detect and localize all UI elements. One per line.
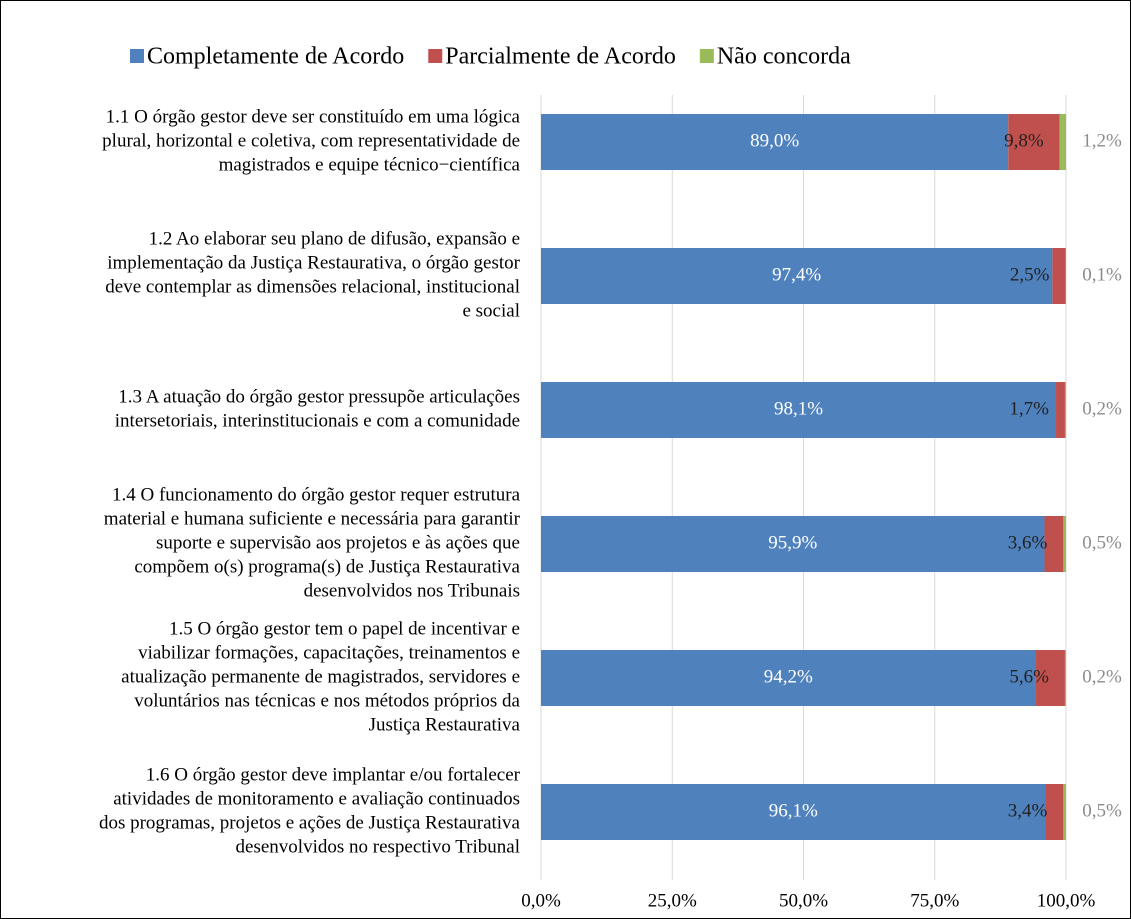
bar-segment (1044, 516, 1064, 572)
value-label: 89,0% (750, 130, 799, 151)
value-label: 1,2% (1082, 130, 1122, 151)
bar-segment (541, 650, 1036, 706)
bar-segment (1064, 382, 1066, 438)
value-label: 95,9% (768, 532, 817, 553)
category-label: material e humana suficiente e necessári… (104, 508, 521, 529)
bar-segment (1059, 114, 1066, 170)
category-label: 1.5 O órgão gestor tem o papel de incent… (169, 618, 520, 639)
category-label: implementação da Justiça Restaurativa, o… (107, 252, 520, 273)
category-label: 1.4 O funcionamento do órgão gestor requ… (112, 484, 521, 505)
x-tick-label: 75,0% (910, 890, 959, 911)
bar-segment (541, 248, 1053, 304)
category-label: compõem o(s) programa(s) de Justiça Rest… (134, 556, 520, 577)
value-label: 0,2% (1082, 666, 1122, 687)
value-label: 94,2% (764, 666, 813, 687)
bar-segment (1035, 650, 1065, 706)
category-label: desenvolvidos nos Tribunais (304, 580, 520, 601)
x-tick-label: 100,0% (1037, 890, 1096, 911)
category-label: deve contemplar as dimensões relacional,… (105, 276, 520, 297)
category-label: Justiça Restaurativa (369, 714, 521, 735)
value-label: 3,6% (1008, 532, 1048, 553)
bar-segment (541, 784, 1046, 840)
bar-segment (1056, 382, 1065, 438)
legend-label: Não concorda (717, 44, 851, 70)
category-label: 1.3 A atuação do órgão gestor pressupõe … (118, 386, 520, 407)
legend-swatch (699, 49, 714, 63)
value-label: 0,1% (1082, 264, 1122, 285)
value-label: 2,5% (1010, 264, 1050, 285)
value-label: 1,7% (1009, 398, 1049, 419)
bar-segment (1052, 248, 1066, 304)
bar-segment (1065, 248, 1066, 304)
category-label: magistrados e equipe técnico−científica (219, 154, 521, 175)
category-label: intersetoriais, interinstitucionais e co… (115, 410, 520, 431)
category-label: 1.6 O órgão gestor deve implantar e/ou f… (146, 764, 521, 785)
bar-segment (1063, 516, 1066, 572)
legend-swatch (130, 49, 144, 63)
category-label: atualização permanente de magistrados, s… (121, 666, 520, 687)
category-label: 1.2 Ao elaborar seu plano de difusão, ex… (149, 228, 520, 249)
legend-label: Parcialmente de Acordo (445, 44, 676, 70)
category-label: viabilizar formações, capacitações, trei… (138, 642, 520, 663)
x-tick-label: 25,0% (648, 890, 697, 911)
category-label: voluntários nas técnicas e nos métodos p… (134, 690, 520, 711)
bar-segment (1008, 114, 1060, 170)
value-label: 97,4% (772, 264, 821, 285)
value-label: 0,2% (1082, 398, 1122, 419)
value-label: 96,1% (769, 800, 818, 821)
category-label: desenvolvidos no respectivo Tribunal (236, 836, 520, 857)
bar-segment (1064, 650, 1066, 706)
value-label: 5,6% (1009, 666, 1049, 687)
category-label: 1.1 O órgão gestor deve ser constituído … (106, 106, 521, 127)
value-label: 0,5% (1082, 532, 1122, 553)
value-label: 9,8% (1004, 130, 1044, 151)
bar-segment (541, 382, 1057, 438)
category-label: e social (462, 300, 520, 321)
bar-segment (541, 516, 1045, 572)
bar-segment (1045, 784, 1064, 840)
category-label: suporte e supervisão aos projetos e às a… (156, 532, 520, 553)
value-label: 0,5% (1082, 800, 1122, 821)
category-label: atividades de monitoramento e avaliação … (113, 788, 520, 809)
x-tick-label: 50,0% (779, 890, 828, 911)
bar-segment (1063, 784, 1066, 840)
value-label: 3,4% (1008, 800, 1048, 821)
legend-swatch (428, 49, 443, 63)
legend-label: Completamente de Acordo (147, 44, 404, 70)
category-label: dos programas, projetos e ações de Justi… (99, 812, 521, 833)
x-tick-label: 0,0% (521, 890, 561, 911)
category-label: plural, horizontal e coletiva, com repre… (102, 130, 520, 151)
bar-segment (541, 114, 1009, 170)
value-label: 98,1% (774, 398, 823, 419)
